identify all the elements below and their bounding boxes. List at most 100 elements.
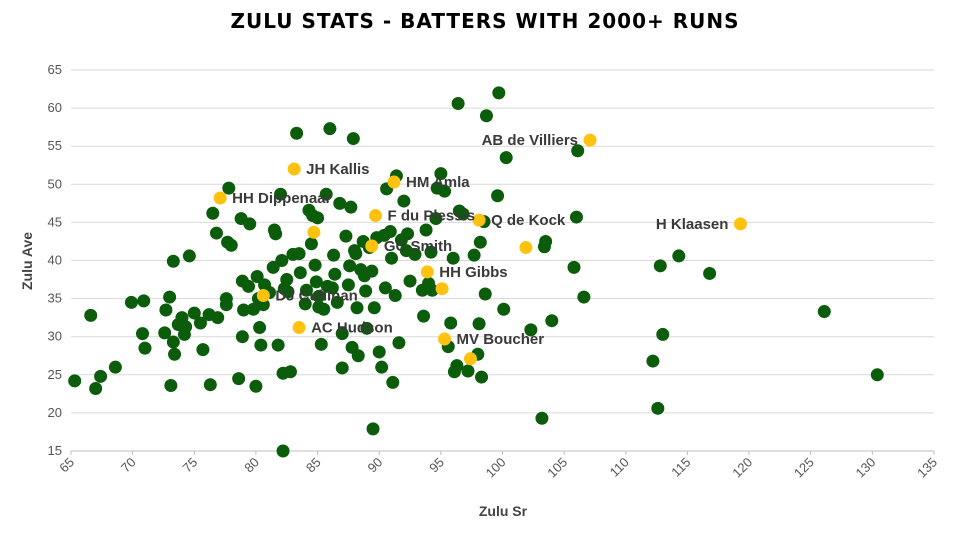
- batter-point: [330, 295, 344, 309]
- batter-point: [281, 285, 295, 299]
- batter-point: [456, 207, 470, 221]
- chart-title: ZULU STATS - BATTERS WITH 2000+ RUNS: [230, 9, 739, 33]
- batter-point: [108, 360, 122, 374]
- batter-point: [274, 187, 288, 201]
- highlighted-batter-point: [583, 133, 597, 147]
- batter-point: [250, 270, 264, 284]
- x-axis-title: Zulu Sr: [479, 503, 528, 519]
- batter-point: [397, 194, 411, 208]
- batter-point: [290, 126, 304, 140]
- batter-point: [350, 301, 364, 315]
- batter-point: [166, 335, 180, 349]
- y-tick-label: 20: [48, 405, 62, 420]
- y-tick-label: 50: [48, 176, 62, 191]
- point-label: GC Smith: [384, 238, 452, 255]
- batter-point: [312, 289, 326, 303]
- batter-point: [472, 317, 486, 331]
- batter-point: [314, 337, 328, 351]
- x-tick-label: 70: [118, 455, 139, 476]
- batter-point: [237, 303, 251, 317]
- batter-point: [478, 287, 492, 301]
- batter-point: [703, 266, 717, 280]
- batter-point: [346, 132, 360, 146]
- y-tick-label: 35: [48, 291, 62, 306]
- batter-point: [656, 327, 670, 341]
- batter-point: [298, 297, 312, 311]
- point-label: Q de Kock: [491, 212, 566, 229]
- batter-point: [339, 229, 353, 243]
- batter-point: [136, 327, 150, 341]
- x-tick-label: 85: [303, 455, 324, 476]
- x-tick-label: 120: [729, 455, 755, 481]
- batter-point: [94, 369, 108, 383]
- point-label: HH Gibbs: [439, 264, 507, 281]
- highlighted-batter-point: [438, 332, 452, 346]
- batter-point: [375, 360, 389, 374]
- batter-point: [365, 264, 379, 278]
- batter-point: [349, 247, 363, 261]
- x-tick-label: 110: [607, 455, 632, 480]
- point-label: HM Amla: [406, 174, 470, 191]
- batter-point: [280, 273, 294, 287]
- x-tick-label: 130: [853, 455, 879, 481]
- batter-point: [242, 279, 256, 293]
- batter-point: [292, 247, 306, 261]
- batter-point: [243, 217, 257, 231]
- batter-point: [323, 122, 337, 136]
- batter-point: [424, 245, 438, 259]
- highlighted-batter-point: [292, 321, 306, 335]
- batter-point: [222, 181, 236, 195]
- y-tick-label: 40: [48, 253, 62, 268]
- batter-point: [232, 372, 246, 386]
- batter-point: [479, 109, 493, 123]
- batter-point: [870, 368, 884, 382]
- batter-point: [499, 151, 513, 165]
- batter-point: [246, 302, 260, 316]
- batter-point: [392, 336, 406, 350]
- highlighted-batter-point: [733, 217, 747, 231]
- y-axis-title: Zulu Ave: [19, 232, 35, 290]
- batter-point: [283, 365, 297, 379]
- highlighted-batter-point: [369, 209, 383, 223]
- highlighted-batter-point: [256, 289, 270, 303]
- x-tick-label: 135: [914, 455, 940, 481]
- batter-point: [269, 227, 283, 241]
- batter-point: [163, 290, 177, 304]
- batter-point: [653, 259, 667, 273]
- batter-point: [124, 295, 138, 309]
- batter-point: [383, 225, 397, 239]
- annotations: AB de Villiers JH Kallis HM Amla HH Dippena…: [232, 132, 728, 348]
- highlighted-batter-point: [365, 239, 379, 253]
- batter-point: [89, 382, 103, 396]
- point-label: HH Dippenaar: [232, 190, 331, 207]
- batter-point: [137, 294, 151, 308]
- batter-point: [319, 187, 333, 201]
- batter-point: [164, 378, 178, 392]
- batter-point: [524, 323, 538, 337]
- batter-point: [672, 249, 686, 263]
- batter-point: [68, 374, 82, 388]
- batter-point: [206, 206, 220, 220]
- batter-point: [254, 338, 268, 352]
- batter-point: [335, 361, 349, 375]
- batter-point: [308, 258, 322, 272]
- batter-point: [209, 226, 223, 240]
- point-label: MV Boucher: [457, 331, 545, 348]
- batter-point: [325, 281, 339, 295]
- batter-point: [425, 283, 439, 297]
- batter-point: [567, 260, 581, 274]
- batter-point: [343, 259, 357, 273]
- highlighted-batter-point: [463, 352, 477, 366]
- highlighted-batter-point: [213, 191, 227, 205]
- x-tick-label: 75: [180, 455, 201, 476]
- x-tick-label: 95: [426, 455, 447, 476]
- batter-point: [168, 347, 182, 361]
- batter-point: [341, 278, 355, 292]
- batter-point: [367, 301, 381, 315]
- batter-point: [446, 251, 460, 265]
- x-tick-label: 90: [364, 455, 385, 476]
- batter-point: [224, 238, 238, 252]
- y-tick-label: 30: [48, 329, 62, 344]
- highlighted-batter-point: [387, 175, 401, 189]
- highlighted-batter-point: [435, 282, 449, 296]
